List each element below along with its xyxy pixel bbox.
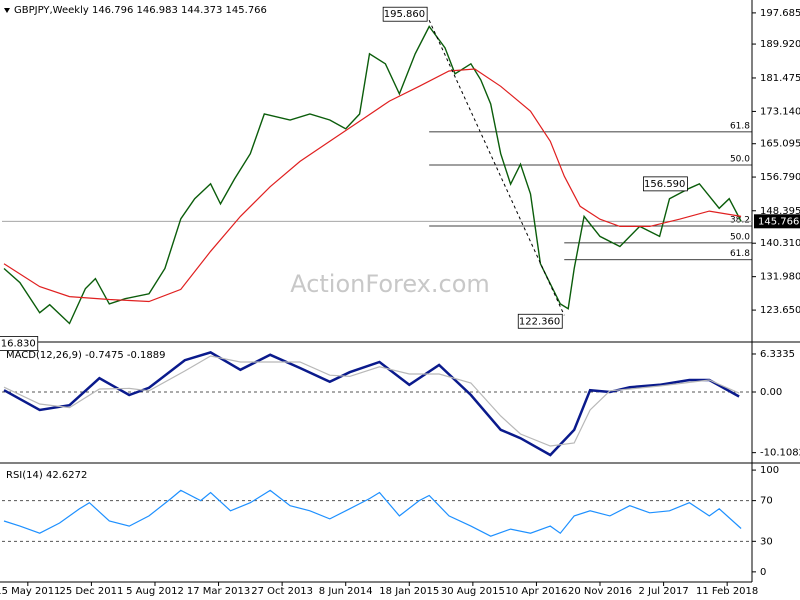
x-tick-label: 5 Aug 2012: [126, 586, 184, 597]
y-tick-label: 70: [760, 496, 773, 507]
series-line: [3, 68, 742, 303]
x-tick-label: 15 May 2011: [0, 586, 60, 597]
x-tick-label: 2 Jul 2017: [638, 586, 688, 597]
y-tick-label: 100: [760, 465, 779, 476]
plot-content: 15 May 2011 25 Dec 2011 5 Aug 2012 17 Mar 2…: [0, 6, 800, 597]
fib-label: 50.0: [730, 154, 750, 164]
y-tick-label: 30: [760, 536, 773, 547]
price-label-box: [0, 336, 39, 351]
fib-label: 61.8: [730, 121, 750, 131]
macd-title: MACD(12,26,9) -0.7475 -0.1889: [6, 350, 166, 361]
y-tick-label: 123.650: [760, 305, 800, 316]
price-label: 116.830: [0, 338, 36, 349]
price-label-box: [517, 313, 563, 329]
current-price-label: 145.766: [758, 216, 799, 227]
y-tick-label: 197.685: [760, 8, 800, 19]
x-tick-label: 30 Aug 2015: [441, 586, 505, 597]
y-tick-label: 173.140: [760, 106, 800, 117]
y-tick-label: 148.395: [760, 206, 800, 217]
current-price-box: [754, 214, 800, 229]
y-tick-label: 0.00: [760, 387, 782, 398]
y-tick-label: 165.095: [760, 139, 800, 150]
rsi-title: RSI(14) 42.6272: [6, 470, 87, 481]
fib-label: 50.0: [730, 232, 750, 242]
y-tick-label: 181.475: [760, 73, 800, 84]
x-tick-label: 18 Jan 2015: [379, 586, 439, 597]
y-tick-label: 131.980: [760, 272, 800, 283]
y-tick-label: -10.1082: [760, 448, 800, 459]
x-tick-label: 25 Dec 2011: [59, 586, 123, 597]
x-tick-label: 10 Apr 2016: [506, 586, 568, 597]
x-tick-label: 17 Mar 2013: [187, 586, 250, 597]
price-label: 156.590: [644, 179, 685, 190]
price-label: 122.360: [519, 316, 560, 327]
x-tick-label: 27 Oct 2013: [251, 586, 313, 597]
y-tick-label: 0: [760, 567, 766, 578]
trend-line: [428, 20, 565, 316]
y-tick-label: 189.920: [760, 39, 800, 50]
series-line: [3, 489, 742, 537]
menu-triangle: [4, 8, 10, 13]
price-label-box: [382, 6, 428, 22]
fib-label: 61.8: [730, 249, 750, 259]
x-tick-label: 8 Jun 2014: [319, 586, 373, 597]
series-line: [3, 355, 740, 447]
x-tick-label: 11 Feb 2018: [696, 586, 758, 597]
price-label-box: [643, 176, 688, 192]
y-tick-label: 6.3335: [760, 349, 795, 360]
x-tick-label: 20 Nov 2016: [568, 586, 632, 597]
series-line: [3, 25, 742, 325]
watermark: ActionForex.com: [290, 270, 490, 298]
y-tick-label: 140.310: [760, 238, 800, 249]
y-tick-label: 156.790: [760, 172, 800, 183]
price-label: 195.860: [384, 9, 425, 20]
chart-title: GBPJPY,Weekly 146.796 146.983 144.373 14…: [14, 5, 267, 16]
